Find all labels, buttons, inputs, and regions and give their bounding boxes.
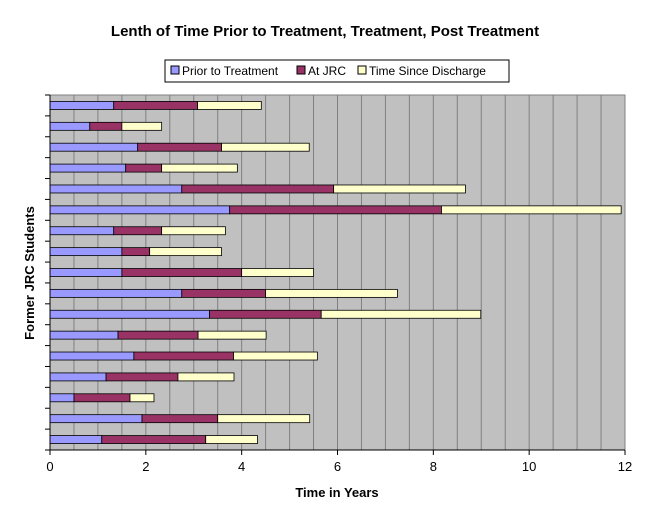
bar-segment-at-jrc bbox=[137, 142, 222, 152]
bar-segment-time-since-discharge bbox=[177, 372, 235, 382]
bar-segment-time-since-discharge bbox=[129, 393, 155, 403]
bar-segment-prior-to-treatment bbox=[49, 142, 139, 152]
bar-segment-prior-to-treatment bbox=[49, 268, 123, 277]
x-tick-label: 0 bbox=[46, 459, 53, 474]
bar-segment-time-since-discharge bbox=[197, 101, 262, 110]
bar-segment-prior-to-treatment bbox=[49, 288, 183, 298]
bar-segment-at-jrc bbox=[101, 435, 207, 444]
bar-segment-prior-to-treatment bbox=[49, 184, 183, 194]
bar-segment-at-jrc bbox=[141, 414, 219, 424]
bar-segment-time-since-discharge bbox=[161, 163, 238, 173]
bar-segment-at-jrc bbox=[117, 330, 199, 340]
bar-segment-time-since-discharge bbox=[197, 330, 267, 340]
x-tick-label: 4 bbox=[238, 459, 245, 474]
bar-segment-at-jrc bbox=[121, 268, 243, 277]
bar-segment-at-jrc bbox=[113, 101, 198, 110]
chart-title: Lenth of Time Prior to Treatment, Treatm… bbox=[111, 23, 539, 40]
legend-label-prior: Prior to Treatment bbox=[182, 64, 279, 78]
bar-segment-prior-to-treatment bbox=[49, 101, 115, 110]
bar-segment-at-jrc bbox=[105, 372, 179, 382]
x-ticks: 0 2 4 6 8 10 12 bbox=[46, 450, 632, 474]
legend: Prior to Treatment At JRC Time Since Dis… bbox=[164, 59, 510, 83]
bar-segment-time-since-discharge bbox=[265, 288, 398, 298]
y-ticks bbox=[45, 94, 50, 451]
bar-segment-time-since-discharge bbox=[333, 184, 466, 194]
bar-segment-at-jrc bbox=[73, 393, 131, 403]
bar-segment-prior-to-treatment bbox=[49, 226, 115, 236]
bar-segment-prior-to-treatment bbox=[49, 309, 210, 319]
legend-box bbox=[164, 59, 510, 83]
bar-segment-prior-to-treatment bbox=[49, 351, 135, 361]
x-tick-label: 8 bbox=[430, 459, 437, 474]
bar-segment-time-since-discharge bbox=[217, 414, 311, 424]
bar-segment-prior-to-treatment bbox=[49, 372, 107, 382]
bar-segment-time-since-discharge bbox=[161, 226, 226, 236]
bar-segment-at-jrc bbox=[113, 226, 163, 236]
x-tick-label: 10 bbox=[522, 459, 536, 474]
bar-segment-prior-to-treatment bbox=[49, 121, 91, 131]
bar-segment-prior-to-treatment bbox=[49, 414, 143, 424]
bar-segment-time-since-discharge bbox=[121, 121, 163, 131]
bar-segment-prior-to-treatment bbox=[49, 435, 103, 444]
x-axis-title: Time in Years bbox=[295, 485, 378, 500]
x-tick-label: 12 bbox=[618, 459, 632, 474]
bars bbox=[49, 101, 622, 444]
bar-segment-prior-to-treatment bbox=[49, 205, 231, 215]
bar-segment-prior-to-treatment bbox=[49, 247, 123, 257]
bar-segment-at-jrc bbox=[89, 121, 123, 131]
y-axis-title: Former JRC Students bbox=[22, 206, 37, 340]
bar-segment-prior-to-treatment bbox=[49, 163, 127, 173]
bar-segment-time-since-discharge bbox=[221, 142, 310, 152]
bar-segment-at-jrc bbox=[133, 351, 234, 361]
bar-segment-prior-to-treatment bbox=[49, 330, 119, 340]
bar-segment-at-jrc bbox=[209, 309, 322, 319]
legend-label-jrc: At JRC bbox=[308, 64, 346, 78]
bar-segment-time-since-discharge bbox=[149, 247, 222, 257]
bar-segment-time-since-discharge bbox=[233, 351, 318, 361]
bar-segment-at-jrc bbox=[181, 184, 335, 194]
bar-segment-time-since-discharge bbox=[241, 268, 314, 277]
bar-segment-time-since-discharge bbox=[320, 309, 482, 319]
bar-segment-time-since-discharge bbox=[205, 435, 258, 444]
legend-swatch-jrc bbox=[296, 65, 306, 75]
bar-segment-at-jrc bbox=[125, 163, 163, 173]
bar-segment-at-jrc bbox=[229, 205, 442, 215]
bar-segment-at-jrc bbox=[121, 247, 151, 257]
legend-swatch-discharge bbox=[357, 65, 367, 75]
bar-segment-time-since-discharge bbox=[441, 205, 622, 215]
x-tick-label: 2 bbox=[142, 459, 149, 474]
bar-segment-prior-to-treatment bbox=[49, 393, 75, 403]
legend-label-discharge: Time Since Discharge bbox=[369, 64, 486, 78]
x-tick-label: 6 bbox=[334, 459, 341, 474]
legend-swatch-prior bbox=[170, 65, 180, 75]
bar-segment-at-jrc bbox=[181, 288, 267, 298]
